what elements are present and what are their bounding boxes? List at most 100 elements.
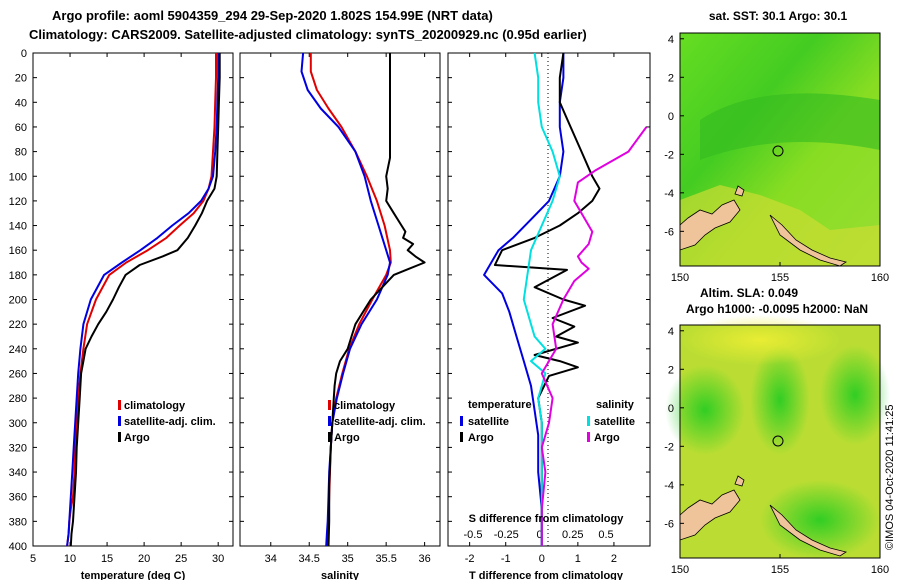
- series-line-salinity-argo: [540, 126, 648, 546]
- depth-tick-label: 280: [9, 393, 27, 405]
- x-tick-label: 0: [539, 553, 545, 565]
- temperature-x-ticks: 5 10 15 20 25 30: [30, 53, 224, 565]
- salinity-diff-tick-label: 0.5: [598, 529, 613, 541]
- sst-map: [679, 32, 881, 267]
- temperature-legend: climatology satellite-adj. clim. Argo: [118, 400, 216, 444]
- legend-swatch-sal-satellite: [587, 416, 590, 426]
- salinity-axis-label: salinity: [321, 570, 360, 580]
- difference-axis-label: T difference from climatology: [469, 570, 624, 580]
- x-tick-label: 15: [101, 553, 113, 565]
- legend-label-temp-argo: Argo: [468, 432, 494, 444]
- temperature-series: [66, 53, 221, 547]
- depth-tick-label: 300: [9, 418, 27, 430]
- difference-salinity-ticks: -0.5 -0.25 0 0.25 0.5: [464, 529, 614, 541]
- lat-tick-label: 2: [668, 72, 674, 84]
- depth-tick-label: 40: [15, 97, 27, 109]
- depth-tick-label: 200: [9, 295, 27, 307]
- depth-tick-label: 60: [15, 122, 27, 134]
- legend-label-sal-argo: Argo: [594, 432, 620, 444]
- legend-label-climatology: climatology: [334, 400, 396, 412]
- lat-tick-label: 2: [668, 364, 674, 376]
- series-line-satellite-adj-clim-: [300, 52, 391, 547]
- depth-axis: 0 20 40 60 80 100 120 140 160 180 200 220 240 260 280 3…: [9, 48, 650, 553]
- series-line-argo: [327, 53, 426, 547]
- lat-tick-label: -6: [664, 518, 674, 530]
- legend-label-satellite: satellite-adj. clim.: [334, 416, 426, 428]
- x-tick-label: 34.5: [299, 553, 320, 565]
- lat-tick-label: 0: [668, 403, 674, 415]
- series-line-salinity-satellite: [522, 52, 561, 546]
- lat-tick-label: -6: [664, 226, 674, 238]
- depth-tick-label: 380: [9, 516, 27, 528]
- salinity-legend: climatology satellite-adj. clim. Argo: [328, 400, 426, 444]
- depth-tick-label: 360: [9, 492, 27, 504]
- land-new-guinea: [679, 489, 741, 541]
- depth-tick-label: 400: [9, 541, 27, 553]
- argo-float-marker-sst: [772, 145, 784, 157]
- argo-float-marker-sla: [772, 435, 784, 447]
- sst-map-title: sat. SST: 30.1 Argo: 30.1: [709, 9, 848, 23]
- figure-title-line1: Argo profile: aoml 5904359_294 29-Sep-20…: [52, 8, 493, 23]
- lon-tick-label: 150: [671, 564, 689, 576]
- lon-tick-label: 155: [771, 564, 789, 576]
- temperature-axis-label: temperature (deg C): [81, 570, 186, 580]
- series-line-temperature-argo: [493, 52, 601, 546]
- series-line-satellite-adj-clim-: [66, 53, 220, 547]
- legend-swatch-climatology: [118, 400, 121, 410]
- x-tick-label: 2: [611, 553, 617, 565]
- x-tick-label: 20: [138, 553, 150, 565]
- sla-map: [665, 315, 890, 560]
- sla-blob: [665, 365, 745, 455]
- sst-x-ticks: 150 155 160: [671, 262, 889, 284]
- sla-blob: [750, 345, 810, 455]
- sla-map-title-2: Argo h1000: -0.0095 h2000: NaN: [686, 302, 868, 316]
- depth-tick-label: 320: [9, 442, 27, 454]
- x-tick-label: 25: [175, 553, 187, 565]
- depth-tick-label: 0: [21, 48, 27, 60]
- legend-label-argo: Argo: [334, 432, 360, 444]
- x-tick-label: 35.5: [375, 553, 396, 565]
- salinity-diff-tick-label: 0.25: [562, 529, 583, 541]
- legend-label-argo: Argo: [124, 432, 150, 444]
- depth-tick-label: 120: [9, 196, 27, 208]
- x-tick-label: -1: [501, 553, 511, 565]
- depth-tick-label: 160: [9, 245, 27, 257]
- series-line-argo: [69, 53, 221, 547]
- depth-tick-label: 340: [9, 467, 27, 479]
- salinity-diff-tick-label: -0.5: [464, 529, 483, 541]
- land-new-ireland: [734, 185, 745, 197]
- x-tick-label: -2: [465, 553, 475, 565]
- lon-tick-label: 150: [671, 272, 689, 284]
- legend-swatch-satellite: [118, 416, 121, 426]
- salinity-panel: [239, 52, 441, 547]
- salinity-x-ticks: 34 34.5 35 35.5 36: [265, 53, 431, 565]
- legend-label-satellite: satellite-adj. clim.: [124, 416, 216, 428]
- series-line-climatology: [309, 53, 392, 547]
- lat-tick-label: -2: [664, 149, 674, 161]
- temperature-panel: [32, 52, 234, 547]
- sst-y-ticks: 4 2 0 -2 -4 -6: [664, 34, 684, 238]
- sla-blob: [820, 345, 890, 445]
- lon-tick-label: 160: [871, 564, 889, 576]
- legend-swatch-sal-argo: [587, 432, 590, 442]
- sla-map-title-1: Altim. SLA: 0.049: [700, 286, 798, 300]
- imos-watermark: ©IMOS 04-Oct-2020 11:41:25: [884, 405, 896, 550]
- land-new-guinea: [679, 199, 741, 251]
- salinity-diff-tick-label: -0.25: [494, 529, 519, 541]
- x-tick-label: 10: [64, 553, 76, 565]
- land-new-britain: [769, 504, 847, 557]
- salinity-difference-label: S difference from climatology: [469, 513, 625, 525]
- salinity-diff-tick-label: 0: [536, 529, 542, 541]
- depth-tick-label: 220: [9, 319, 27, 331]
- depth-tick-label: 240: [9, 344, 27, 356]
- x-tick-label: 1: [575, 553, 581, 565]
- legend-header-salinity: salinity: [596, 399, 635, 411]
- legend-swatch-argo: [118, 432, 121, 442]
- x-tick-label: 30: [212, 553, 224, 565]
- land-new-ireland: [734, 475, 745, 487]
- legend-swatch-temp-satellite: [460, 416, 463, 426]
- legend-swatch-climatology: [328, 400, 331, 410]
- x-tick-label: 35: [342, 553, 354, 565]
- lat-tick-label: 0: [668, 111, 674, 123]
